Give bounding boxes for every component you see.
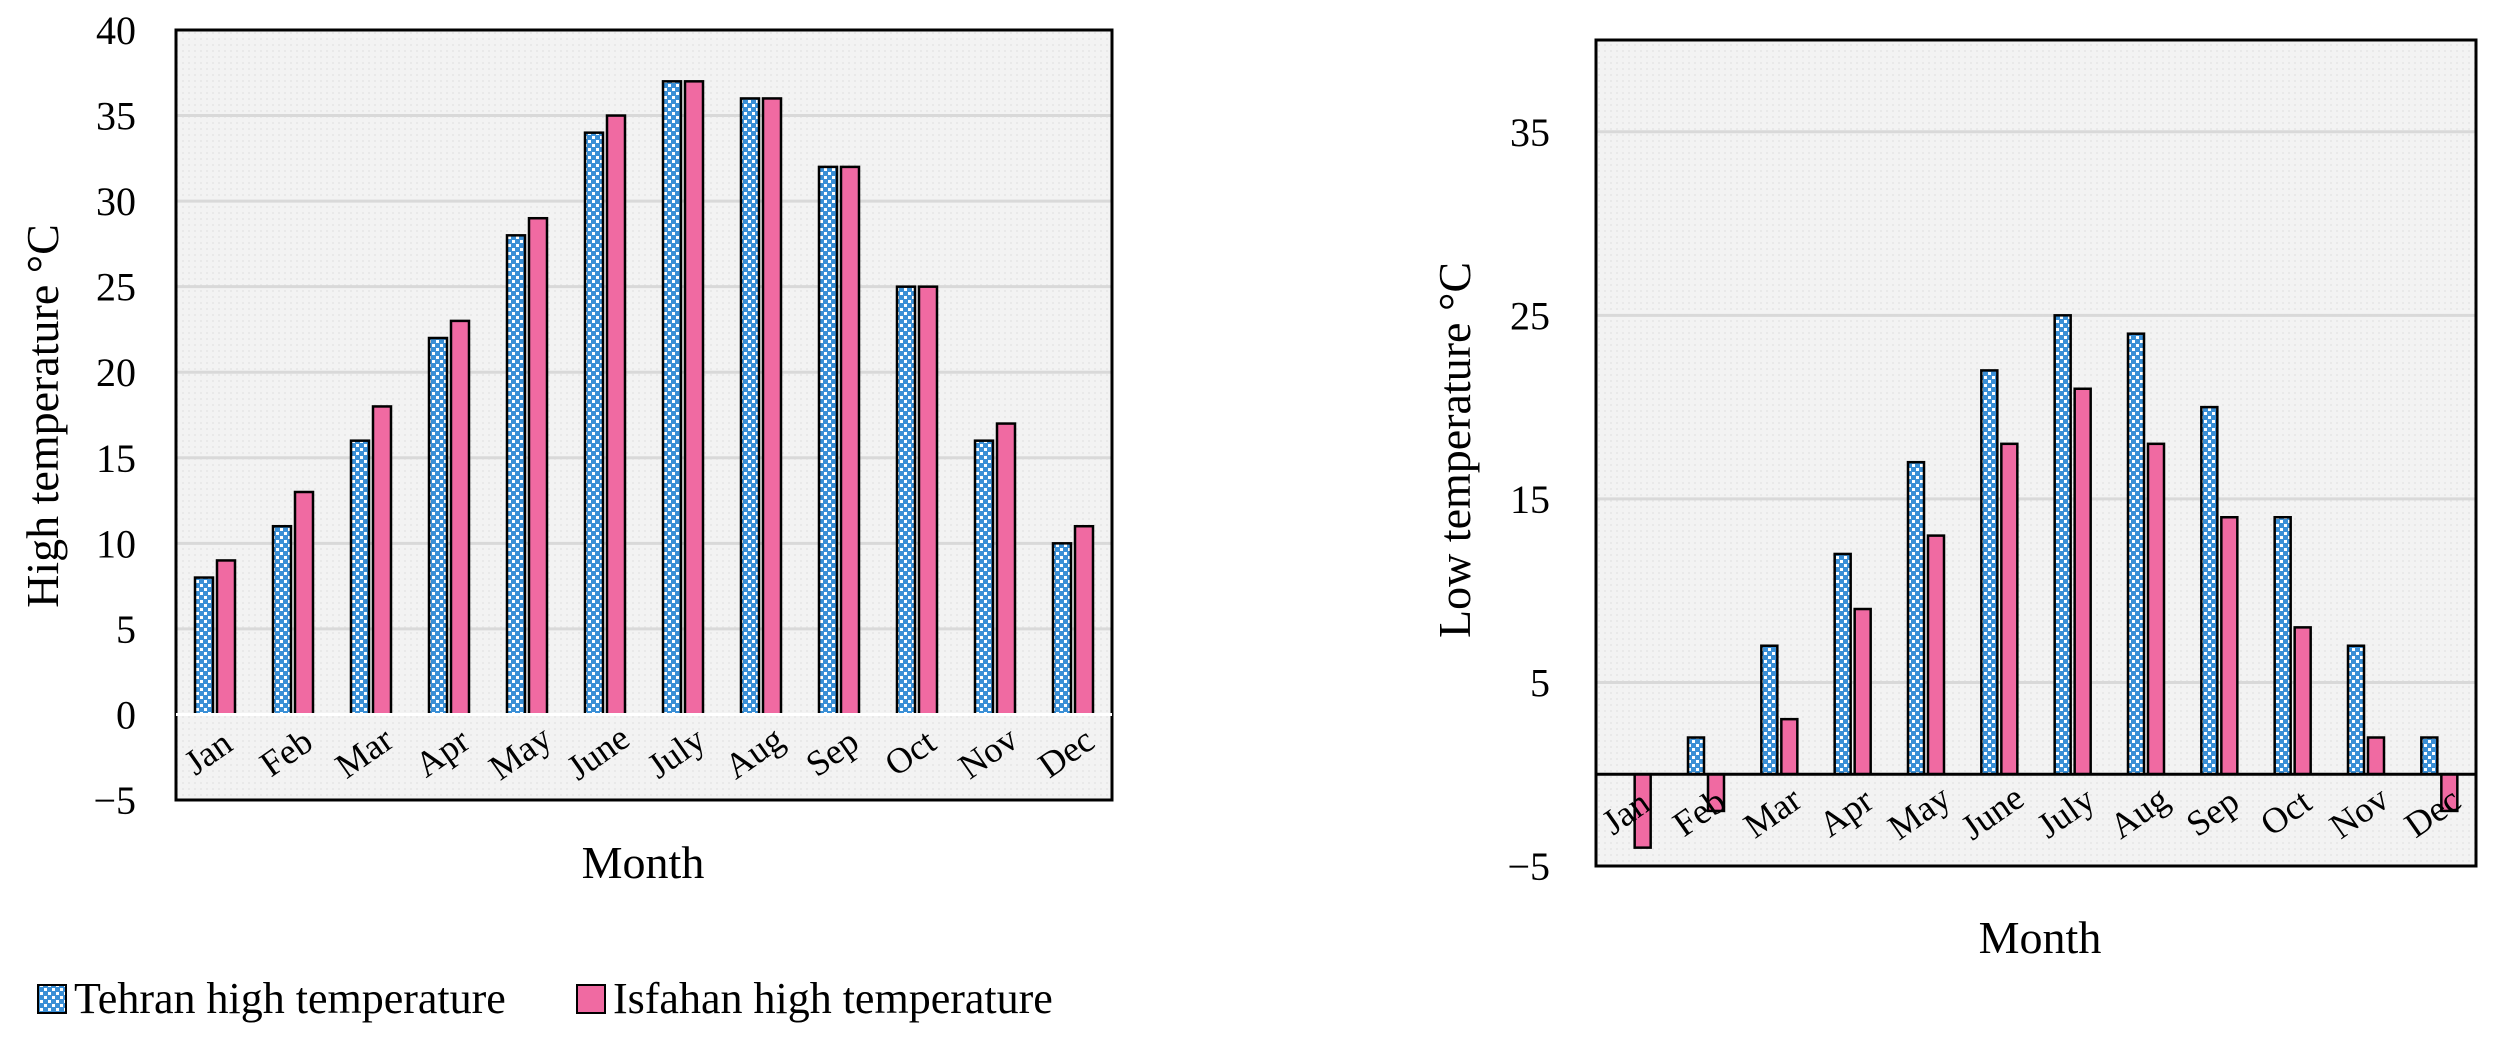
plot-background: [1596, 40, 2476, 866]
bar-tehran-aug: [739, 97, 761, 716]
bar-isfahan-aug: [2146, 442, 2166, 776]
bar-isfahan-may: [527, 216, 549, 716]
y-axis-label: High temperature °C: [17, 224, 68, 608]
y-tick-label: 5: [1530, 660, 1550, 705]
plot-area: [176, 30, 1112, 800]
bar-isfahan-mar: [371, 405, 393, 716]
bar-isfahan-jan: [215, 559, 237, 716]
bar-tehran-apr: [427, 336, 449, 716]
bar-tehran-oct: [2273, 515, 2292, 776]
bar-isfahan-sep: [2220, 515, 2239, 776]
gridlines: [1596, 130, 2476, 684]
bar-isfahan-june: [2000, 442, 2019, 776]
bar-isfahan-apr: [1853, 607, 1872, 776]
bar-isfahan-apr: [449, 319, 471, 716]
bar-isfahan-nov: [995, 422, 1017, 716]
bar-isfahan-aug: [761, 97, 783, 716]
bars: [1633, 314, 2459, 849]
y-tick-label: −5: [1507, 844, 1550, 889]
bar-isfahan-may: [1926, 534, 1946, 776]
bar-tehran-dec: [1051, 542, 1073, 716]
legend: Tehran high temperature Isfahan high tem…: [37, 974, 1053, 1023]
bar-isfahan-oct: [2293, 626, 2312, 776]
plot-border: [174, 28, 1114, 802]
y-tick-labels: −5 5 15 25 35: [1507, 110, 1550, 889]
bar-tehran-july: [2053, 314, 2072, 776]
bar-tehran-sep: [817, 165, 839, 716]
bar-isfahan-july: [683, 80, 705, 716]
bar-tehran-jan: [193, 576, 215, 716]
legend-label-tehran: Tehran high temperature: [74, 974, 506, 1023]
y-tick-label: 5: [116, 607, 136, 652]
bar-isfahan-july: [2073, 387, 2092, 776]
bar-tehran-nov: [2346, 644, 2366, 776]
y-tick-label: 15: [96, 436, 136, 481]
bar-tehran-june: [1980, 369, 1999, 776]
y-tick-label: 25: [96, 265, 136, 310]
legend-swatch-tehran: [37, 984, 67, 1014]
y-axis-label: Low temperature °C: [1429, 262, 1480, 638]
bar-tehran-nov: [973, 439, 995, 716]
y-tick-label: 20: [96, 350, 136, 395]
plot-area: [1596, 40, 2476, 866]
bar-isfahan-mar: [1780, 717, 1799, 776]
y-tick-label: 0: [116, 692, 136, 737]
bar-tehran-aug: [2126, 332, 2146, 776]
bar-tehran-may: [1906, 460, 1926, 776]
x-axis-label: Month: [1979, 912, 2102, 963]
legend-label-isfahan: Isfahan high temperature: [613, 974, 1053, 1023]
bar-tehran-apr: [1833, 552, 1852, 776]
y-tick-labels: −5 0 5 10 15 20 25 30 35 40: [93, 8, 136, 823]
bar-tehran-feb: [271, 524, 293, 716]
bar-tehran-mar: [349, 439, 371, 716]
bar-tehran-sep: [2200, 405, 2219, 776]
bar-tehran-dec: [2420, 736, 2439, 776]
y-tick-label: 40: [96, 8, 136, 53]
bar-isfahan-oct: [917, 285, 939, 716]
x-axis-label: Month: [582, 837, 705, 888]
bar-isfahan-sep: [839, 165, 861, 716]
bars: [193, 80, 1095, 716]
bar-tehran-feb: [1686, 736, 1706, 776]
y-tick-label: 35: [96, 94, 136, 139]
bar-tehran-mar: [1760, 644, 1779, 776]
y-tick-label: 30: [96, 179, 136, 224]
bar-tehran-june: [583, 131, 605, 716]
plot-background: [176, 30, 1112, 800]
plot-frame: [1594, 38, 2478, 868]
legend-swatch-isfahan: [576, 984, 606, 1014]
y-tick-label: 25: [1510, 293, 1550, 338]
y-tick-label: 35: [1510, 110, 1550, 155]
y-tick-label: 15: [1510, 477, 1550, 522]
bar-isfahan-june: [605, 114, 627, 716]
bar-isfahan-nov: [2366, 736, 2386, 776]
bar-tehran-oct: [895, 285, 917, 716]
y-tick-label: −5: [93, 778, 136, 823]
bar-isfahan-feb: [293, 490, 315, 716]
plot-frame: [174, 28, 1114, 802]
bar-tehran-may: [505, 234, 527, 716]
plot-border: [1594, 38, 2478, 868]
bar-tehran-july: [661, 80, 683, 716]
y-tick-label: 10: [96, 521, 136, 566]
bar-isfahan-dec: [1073, 524, 1095, 716]
